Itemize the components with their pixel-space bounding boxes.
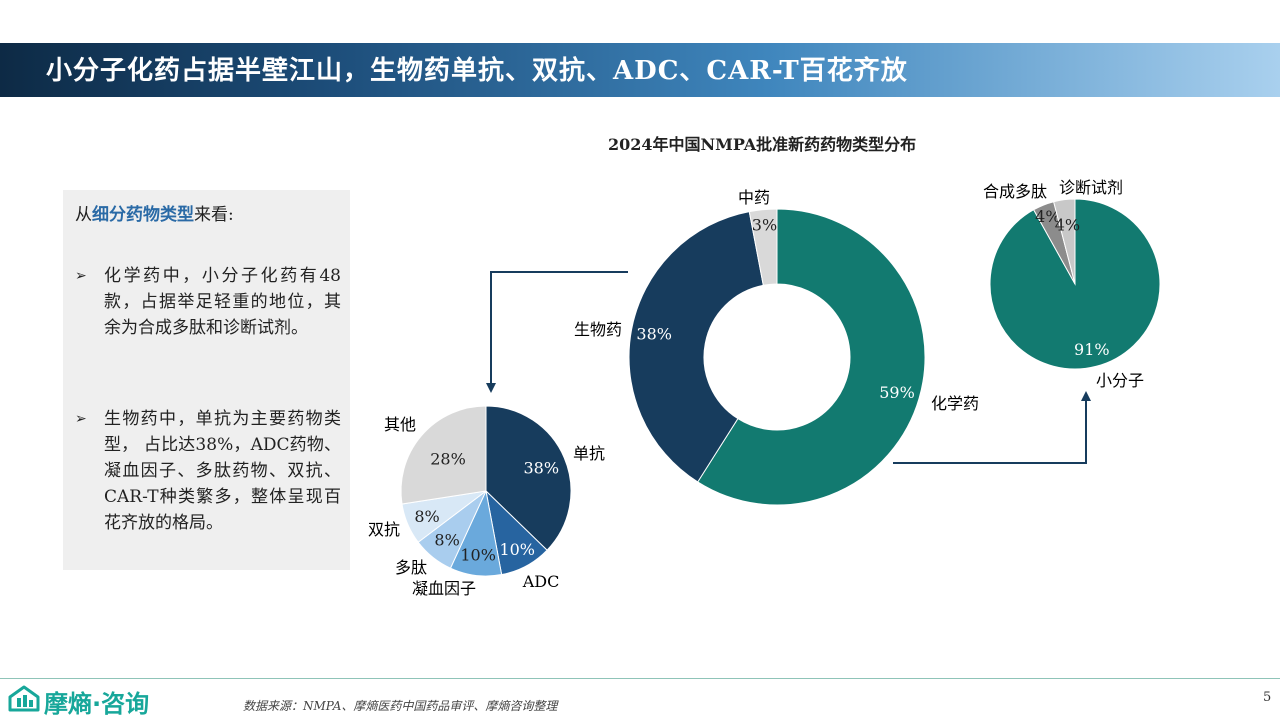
category-label: 小分子 — [1096, 371, 1144, 390]
pie-chart-biologic: 38%10%10%8%8%28% — [400, 405, 572, 577]
pie-chart-chemical: 91% 4%4% — [989, 198, 1161, 370]
category-label: 中药 — [738, 188, 770, 207]
data-label: 8% — [414, 507, 439, 526]
data-label: 38% — [636, 325, 672, 344]
bullet-text: 生物药中，单抗为主要药物类型， 占比达38%，ADC药物、凝血因子、多肽药物、双… — [104, 409, 341, 533]
pie-slice-中药 — [748, 208, 778, 286]
intro-prefix: 从 — [75, 205, 92, 225]
data-label: 59% — [879, 383, 915, 402]
connector-arrow-left — [486, 271, 628, 393]
data-label: 4% — [1055, 215, 1080, 234]
data-label: 10% — [460, 546, 496, 565]
intro-highlight: 细分药物类型 — [92, 205, 194, 225]
footer-divider — [0, 678, 1280, 679]
category-label: ADC — [522, 572, 560, 591]
donut-chart-main: 59% 38% 3% — [628, 208, 926, 506]
arrow-bullet-icon: ➢ — [75, 268, 87, 284]
category-label: 单抗 — [573, 444, 605, 463]
pie-slice-生物药 — [628, 211, 764, 483]
data-label: 28% — [430, 449, 466, 468]
category-label: 凝血因子 — [412, 579, 476, 598]
summary-panel: 从细分药物类型来看: — [63, 190, 350, 570]
data-label: 3% — [752, 216, 777, 235]
page-number: 5 — [1263, 690, 1272, 705]
intro-suffix: 来看: — [194, 205, 234, 225]
bullet-chemical: ➢ 化学药中，小分子化药有48款，占据举足轻重的地位，其余为合成多肽和诊断试剂。 — [75, 263, 341, 341]
data-label: 8% — [434, 530, 459, 549]
pie-slice-单抗 — [485, 405, 572, 551]
data-source: 数据来源：NMPA、摩熵医药中国药品审评、摩熵咨询整理 — [243, 699, 558, 713]
logo-text: 摩熵·咨询 — [44, 690, 150, 718]
company-logo-icon — [8, 685, 40, 712]
chart-title: 2024年中国NMPA批准新药药物类型分布 — [608, 135, 917, 154]
category-label: 其他 — [384, 415, 416, 434]
category-label: 诊断试剂 — [1059, 178, 1123, 197]
data-label: 10% — [499, 540, 535, 559]
data-label: 38% — [523, 459, 559, 478]
pie-slice-其他 — [400, 405, 487, 505]
category-label: 双抗 — [368, 520, 400, 539]
data-label: 91% — [1074, 340, 1110, 359]
category-label: 化学药 — [931, 394, 979, 413]
bullet-text: 化学药中，小分子化药有48款，占据举足轻重的地位，其余为合成多肽和诊断试剂。 — [104, 266, 341, 338]
bullet-biologic: ➢ 生物药中，单抗为主要药物类型， 占比达38%，ADC药物、凝血因子、多肽药物… — [75, 406, 341, 536]
connector-arrow-right — [893, 391, 1091, 464]
category-label: 合成多肽 — [983, 182, 1047, 201]
category-label: 生物药 — [574, 320, 622, 339]
pie-slice-诊断试剂 — [1053, 198, 1076, 285]
header-banner: 小分子化药占据半壁江山，生物药单抗、双抗、ADC、CAR-T百花齐放 — [0, 43, 1280, 97]
panel-intro: 从细分药物类型来看: — [75, 200, 234, 225]
pie-slice-化学药 — [697, 208, 926, 506]
category-label: 多肽 — [395, 558, 427, 577]
page-title: 小分子化药占据半壁江山，生物药单抗、双抗、ADC、CAR-T百花齐放 — [46, 56, 908, 86]
arrow-bullet-icon: ➢ — [75, 411, 87, 427]
data-label: 4% — [1035, 207, 1060, 226]
